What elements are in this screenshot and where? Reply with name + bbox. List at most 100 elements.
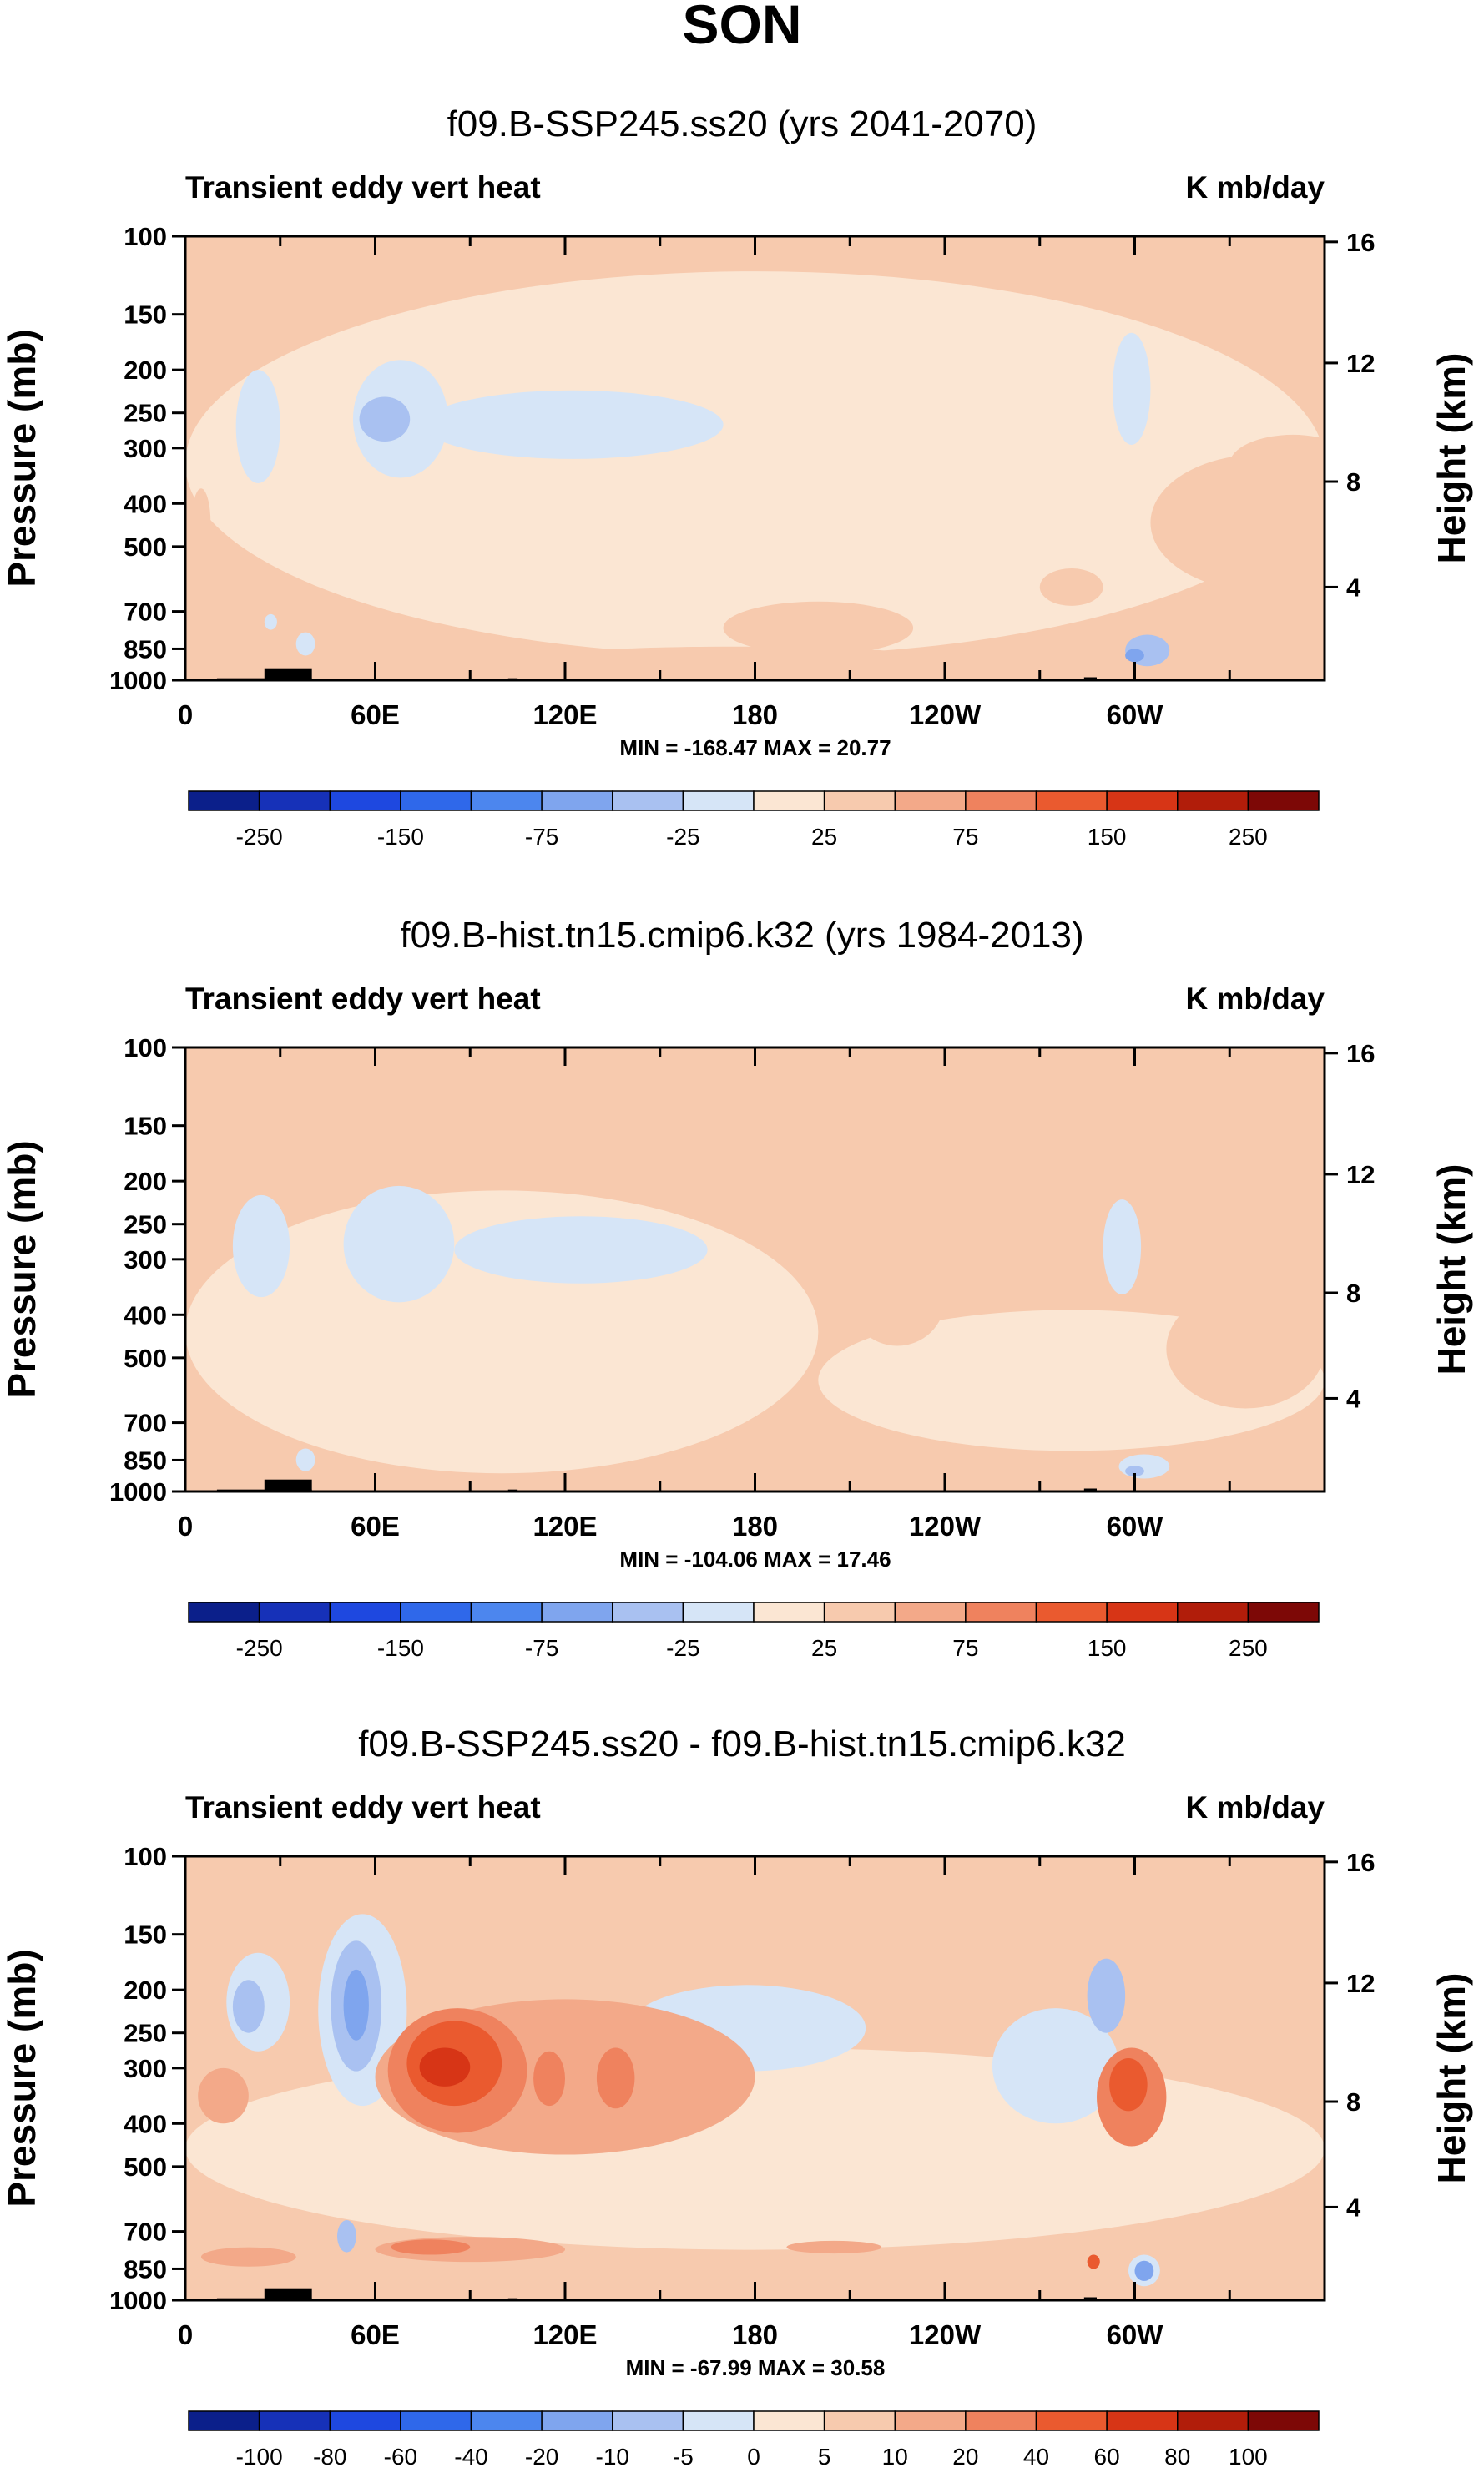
y-tick-label: 400	[124, 2109, 167, 2138]
contour-region	[1103, 1199, 1142, 1294]
contour-region	[191, 488, 211, 558]
y2-tick-label: 8	[1346, 467, 1360, 497]
contour-region	[337, 2219, 356, 2253]
contour-region	[1229, 434, 1325, 494]
contour-region	[850, 1252, 945, 1346]
terrain-mask	[264, 1479, 312, 1491]
colorbar-label: 25	[811, 1635, 837, 1661]
contour-region	[359, 396, 411, 442]
contour-region	[198, 2067, 249, 2124]
colorbar-label: -25	[666, 1635, 699, 1661]
y-tick-label: 200	[124, 356, 167, 385]
plot-area	[185, 236, 1325, 680]
x-tick-label: 60W	[1107, 2319, 1164, 2350]
y-tick-label: 150	[124, 1920, 167, 1950]
colorbar-swatch	[400, 1602, 472, 1623]
contour-region	[1125, 649, 1144, 663]
colorbar-swatch	[188, 2410, 260, 2431]
y-tick-label: 250	[124, 399, 167, 428]
x-tick-label: 0	[178, 2319, 193, 2350]
colorbar-label: -75	[525, 824, 558, 850]
contour-region	[1112, 332, 1151, 445]
contour-region	[343, 1185, 455, 1303]
colorbar-swatch	[1106, 1602, 1179, 1623]
y-axis-title: Pressure (mb)	[0, 329, 43, 587]
colorbar-swatch	[612, 790, 684, 811]
contour-region	[1039, 568, 1103, 606]
y-tick-label: 1000	[109, 1477, 167, 1506]
colorbar-label: 5	[818, 2444, 831, 2470]
contour-region	[786, 2240, 882, 2254]
colorbar-label: 20	[952, 2444, 978, 2470]
colorbar-label: 0	[747, 2444, 760, 2470]
variable-label: Transient eddy vert heat	[185, 1790, 541, 1824]
colorbar-swatch	[1035, 790, 1108, 811]
contour-region	[419, 2047, 471, 2087]
colorbar-swatch	[1106, 790, 1179, 811]
colorbar-label: 100	[1229, 2444, 1268, 2470]
colorbar-swatch	[1106, 2410, 1179, 2431]
y-tick-label: 1000	[109, 666, 167, 695]
min-max-stats: MIN = -67.99 MAX = 30.58	[626, 2355, 886, 2380]
colorbar-label: 10	[882, 2444, 908, 2470]
colorbar-swatch	[541, 790, 613, 811]
colorbar-swatch	[400, 2410, 472, 2431]
y-tick-label: 500	[124, 532, 167, 562]
colorbar-swatch	[612, 1602, 684, 1623]
colorbar-label: -150	[377, 824, 424, 850]
colorbar-swatch	[612, 2410, 684, 2431]
x-tick-label: 120W	[909, 2319, 982, 2350]
y-axis-title: Pressure (mb)	[0, 1949, 43, 2207]
colorbar-swatch	[965, 2410, 1037, 2431]
colorbar-label: 75	[952, 824, 978, 850]
contour-region	[723, 1416, 898, 1467]
y-tick-label: 150	[124, 300, 167, 330]
y-tick-label: 1000	[109, 2286, 167, 2315]
terrain-mask	[1083, 677, 1097, 680]
colorbar-label: -250	[236, 1635, 283, 1661]
y2-tick-label: 12	[1346, 1969, 1375, 1998]
y2-tick-label: 4	[1346, 573, 1361, 602]
y-tick-label: 700	[124, 1409, 167, 1438]
colorbar-label: -100	[236, 2444, 283, 2470]
x-tick-label: 120E	[533, 2319, 597, 2350]
y-tick-label: 300	[124, 2054, 167, 2083]
colorbar-label: -60	[384, 2444, 417, 2470]
x-tick-label: 60E	[351, 2319, 400, 2350]
contour-region	[422, 390, 724, 459]
colorbar-label: -75	[525, 1635, 558, 1661]
y-tick-label: 250	[124, 1210, 167, 1239]
y-tick-label: 700	[124, 598, 167, 627]
x-tick-label: 180	[732, 1511, 778, 1542]
contour-region	[580, 646, 898, 660]
colorbar-swatch	[1247, 2410, 1320, 2431]
y2-tick-label: 8	[1346, 1279, 1360, 1308]
x-tick-label: 180	[732, 699, 778, 730]
colorbar-swatch	[258, 2410, 331, 2431]
min-max-stats: MIN = -168.47 MAX = 20.77	[619, 735, 891, 760]
colorbar-swatch	[894, 2410, 967, 2431]
contour-region	[1118, 1454, 1170, 1479]
x-tick-label: 0	[178, 1511, 193, 1542]
y-tick-label: 700	[124, 2218, 167, 2247]
colorbar-swatch	[894, 1602, 967, 1623]
colorbar-label: 60	[1094, 2444, 1120, 2470]
x-tick-label: 60E	[351, 1511, 400, 1542]
contour-region	[723, 601, 914, 655]
colorbar-swatch	[541, 1602, 613, 1623]
panel-title: f09.B-SSP245.ss20 - f09.B-hist.tn15.cmip…	[358, 1723, 1126, 1764]
colorbar-label: -150	[377, 1635, 424, 1661]
y-tick-label: 850	[124, 2254, 167, 2284]
y-tick-label: 100	[124, 222, 167, 251]
terrain-mask	[1083, 2297, 1097, 2300]
y-tick-label: 300	[124, 434, 167, 463]
contour-region	[1134, 2260, 1154, 2281]
colorbar-swatch	[1035, 2410, 1108, 2431]
contour-region	[232, 1194, 290, 1298]
terrain-mask	[264, 668, 312, 680]
colorbar-label: -80	[313, 2444, 346, 2470]
colorbar-swatch	[682, 2410, 755, 2431]
y2-tick-label: 8	[1346, 2087, 1360, 2117]
x-tick-label: 120W	[909, 1511, 982, 1542]
